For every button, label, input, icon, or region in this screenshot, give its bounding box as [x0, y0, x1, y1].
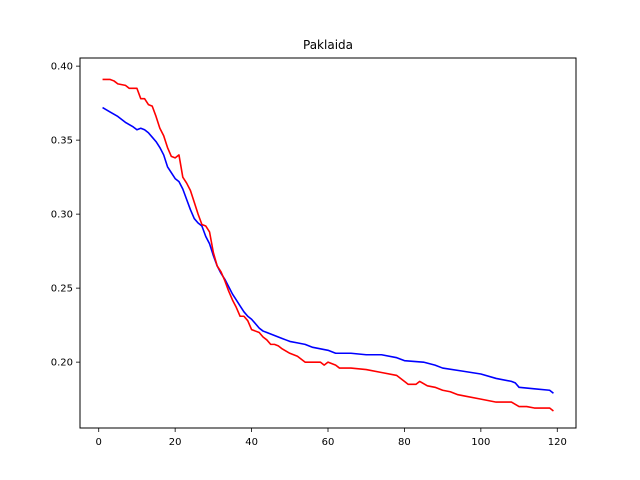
series-line-1	[102, 106, 554, 394]
x-tick-label: 80	[398, 437, 411, 448]
plot-area-frame	[79, 57, 577, 429]
y-tick-label: 0.25	[51, 284, 73, 295]
x-tick-label: 40	[245, 437, 258, 448]
x-tick-label: 60	[322, 437, 335, 448]
series-line-2	[102, 78, 554, 412]
x-tick-label: 100	[471, 437, 490, 448]
x-tick-label: 120	[548, 437, 567, 448]
chart-title: Paklaida	[303, 38, 353, 52]
x-tick-label: 0	[96, 437, 102, 448]
x-tick-label: 20	[169, 437, 182, 448]
series-layer	[102, 78, 554, 412]
axes-layer: 0 20 40 60 80 100 120 0.20 0.25 0.30 0.35 0.40	[51, 62, 567, 448]
y-tick-label: 0.20	[51, 358, 73, 369]
y-tick-label: 0.35	[51, 136, 73, 147]
y-tick-label: 0.40	[51, 62, 73, 73]
y-tick-label: 0.30	[51, 210, 73, 221]
